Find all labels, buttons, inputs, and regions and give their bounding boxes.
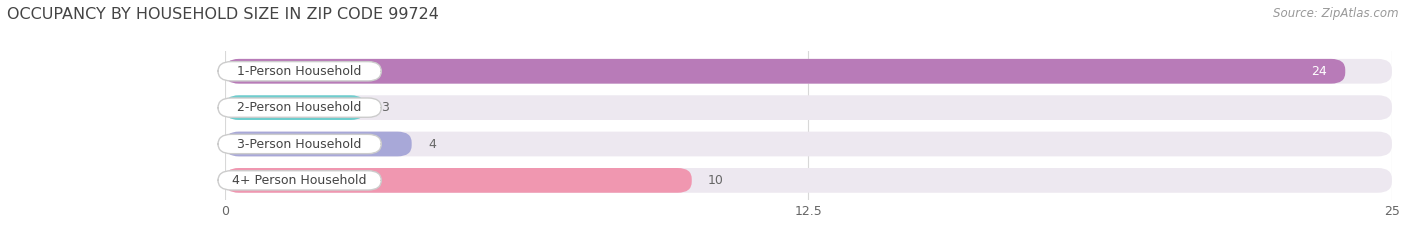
Text: 10: 10 — [709, 174, 724, 187]
Text: 24: 24 — [1310, 65, 1327, 78]
FancyBboxPatch shape — [225, 168, 692, 193]
Text: 4: 4 — [427, 137, 436, 151]
FancyBboxPatch shape — [225, 95, 1392, 120]
FancyBboxPatch shape — [225, 59, 1392, 84]
FancyBboxPatch shape — [225, 132, 1392, 156]
FancyBboxPatch shape — [225, 95, 366, 120]
FancyBboxPatch shape — [218, 62, 381, 81]
Text: OCCUPANCY BY HOUSEHOLD SIZE IN ZIP CODE 99724: OCCUPANCY BY HOUSEHOLD SIZE IN ZIP CODE … — [7, 7, 439, 22]
FancyBboxPatch shape — [225, 132, 412, 156]
Text: 2-Person Household: 2-Person Household — [238, 101, 361, 114]
FancyBboxPatch shape — [218, 134, 381, 154]
FancyBboxPatch shape — [225, 168, 1392, 193]
Text: 1-Person Household: 1-Person Household — [238, 65, 361, 78]
FancyBboxPatch shape — [218, 171, 381, 190]
Text: Source: ZipAtlas.com: Source: ZipAtlas.com — [1274, 7, 1399, 20]
Text: 3: 3 — [381, 101, 389, 114]
Text: 3-Person Household: 3-Person Household — [238, 137, 361, 151]
Text: 4+ Person Household: 4+ Person Household — [232, 174, 367, 187]
FancyBboxPatch shape — [218, 98, 381, 117]
FancyBboxPatch shape — [225, 59, 1346, 84]
